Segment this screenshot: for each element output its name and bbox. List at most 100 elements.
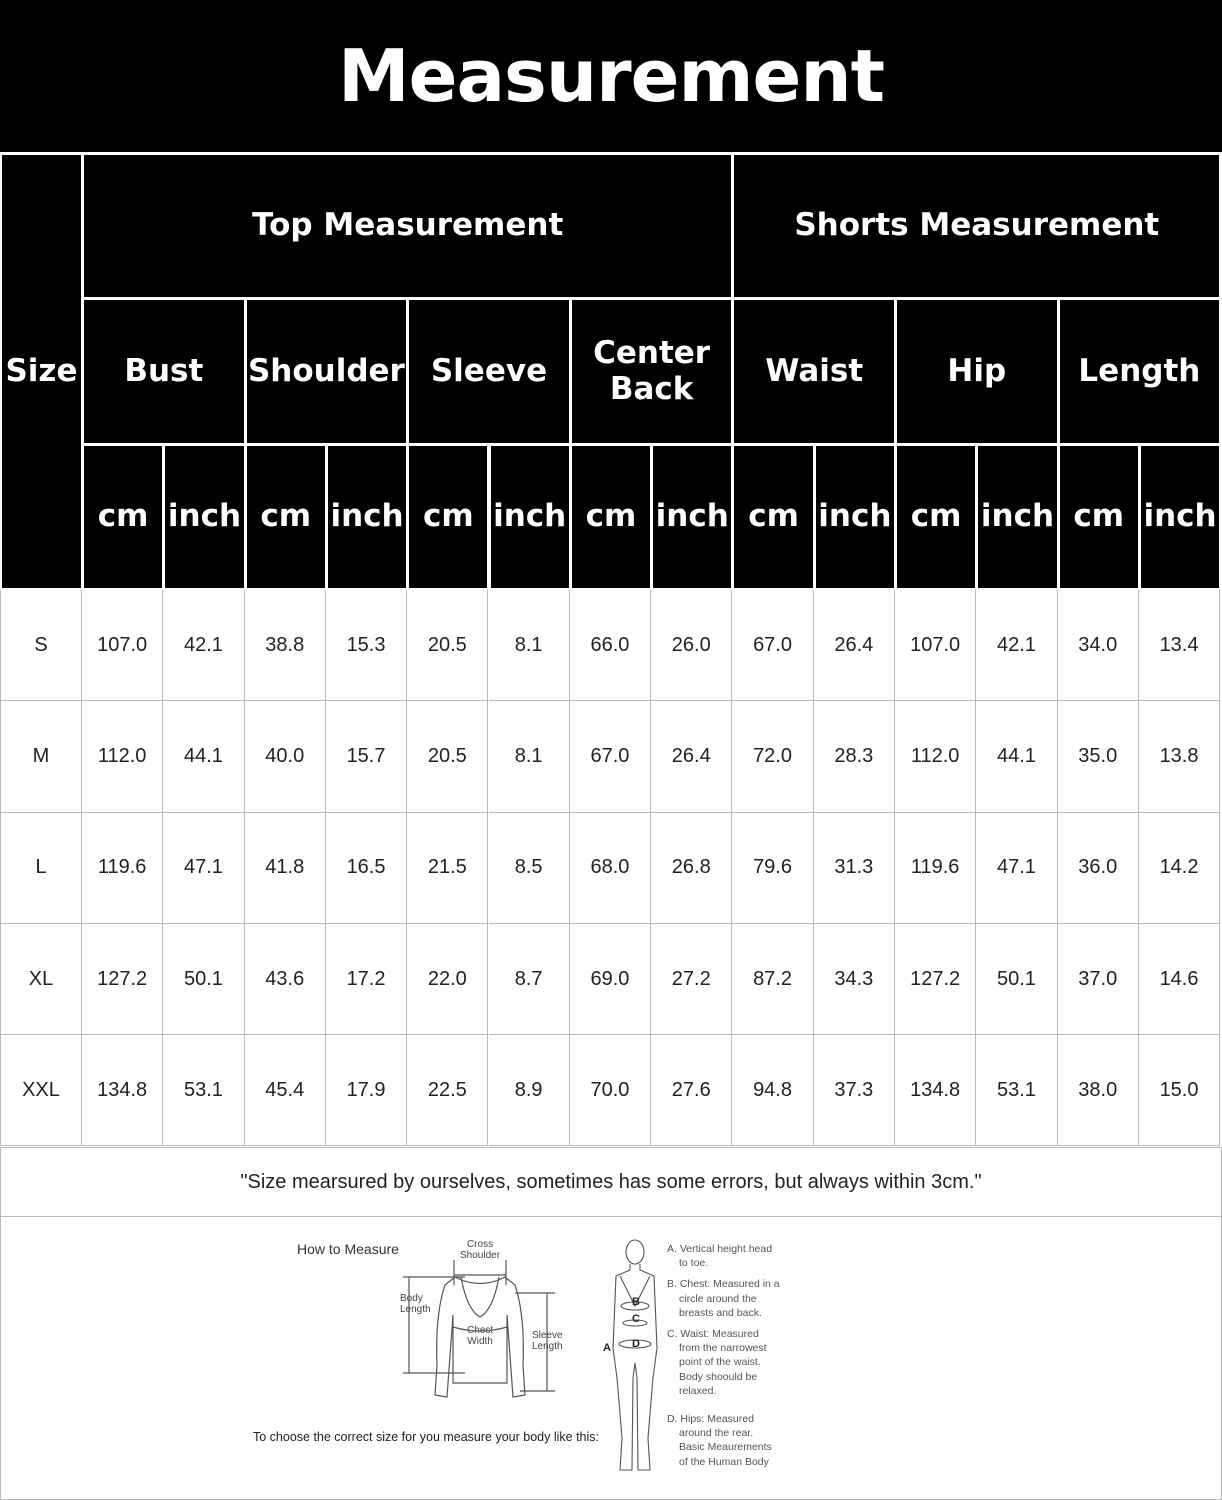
value-cell: 14.6 <box>1138 923 1221 1036</box>
value-cell: 53.1 <box>976 1035 1058 1147</box>
value-cell: 107.0 <box>895 590 977 702</box>
value-cell: 67.0 <box>569 701 652 813</box>
unit-header: cm <box>734 446 813 588</box>
value-cell: 13.8 <box>1138 701 1221 813</box>
value-cell: 134.8 <box>895 1035 977 1147</box>
value-cell: 69.0 <box>569 923 652 1036</box>
legend-line: relaxed. <box>679 1384 717 1397</box>
group-header-top: Top Measurement <box>84 155 732 297</box>
legend-item: A. Vertical height head to toe. <box>667 1242 780 1270</box>
unit-header: cm <box>84 446 163 588</box>
legend-item: D. Hips: Measured around the rear. Basic M… <box>667 1412 780 1469</box>
value-cell: 68.0 <box>569 812 652 924</box>
letter-d: D <box>632 1338 640 1350</box>
legend-line: around the rear. <box>679 1427 754 1440</box>
value-cell: 17.9 <box>325 1035 408 1147</box>
body-length-label: Body Length <box>400 1293 431 1315</box>
value-cell: 16.5 <box>325 812 408 924</box>
measure-header: Sleeve <box>409 300 569 443</box>
value-cell: 8.5 <box>488 812 570 924</box>
value-cell: 94.8 <box>732 1035 814 1147</box>
value-cell: 87.2 <box>732 923 814 1036</box>
value-cell: 42.1 <box>163 590 245 702</box>
value-cell: 127.2 <box>895 923 977 1036</box>
value-cell: 119.6 <box>895 812 977 924</box>
value-cell: 26.4 <box>651 701 733 813</box>
label-line: Shoulder <box>460 1250 501 1261</box>
letter-c: C <box>632 1313 640 1325</box>
value-cell: 22.0 <box>407 923 489 1036</box>
unit-header: cm <box>571 446 651 588</box>
size-cell: XL <box>0 923 82 1036</box>
value-cell: 53.1 <box>163 1035 245 1147</box>
size-cell: M <box>0 701 82 813</box>
size-header: Size <box>2 155 81 588</box>
label-line: Length <box>400 1304 431 1315</box>
value-cell: 72.0 <box>732 701 814 813</box>
value-cell: 31.3 <box>813 812 895 924</box>
value-cell: 119.6 <box>82 812 164 924</box>
legend-line: A. Vertical height head <box>667 1243 773 1255</box>
value-cell: 27.6 <box>651 1035 733 1147</box>
value-cell: 26.0 <box>651 590 733 702</box>
size-note: "Size mearsured by ourselves, sometimes … <box>0 1147 1222 1217</box>
legend-line: from the narrowest <box>679 1342 767 1355</box>
value-cell: 8.1 <box>488 701 570 813</box>
unit-header: cm <box>409 446 488 588</box>
label-line: Cross <box>466 1239 494 1250</box>
value-cell: 15.0 <box>1138 1035 1221 1147</box>
value-cell: 37.0 <box>1057 923 1139 1036</box>
measure-header: Bust <box>84 300 244 443</box>
measure-header: Hip <box>897 300 1057 443</box>
body-legend: A. Vertical height head to toe. B. Chest: … <box>667 1242 780 1476</box>
value-cell: 67.0 <box>732 590 814 702</box>
legend-line: circle around the <box>679 1292 757 1305</box>
value-cell: 8.1 <box>488 590 570 702</box>
value-cell: 37.3 <box>813 1035 895 1147</box>
value-cell: 27.2 <box>651 923 733 1036</box>
measure-header: Center Back <box>571 300 732 443</box>
value-cell: 79.6 <box>732 812 814 924</box>
label-line: Width <box>467 1336 493 1347</box>
page-title: Measurement <box>0 0 1222 152</box>
letter-a: A <box>603 1342 611 1354</box>
size-cell: L <box>0 812 82 924</box>
cross-shoulder-label: Cross Shoulder <box>460 1239 500 1261</box>
value-cell: 45.4 <box>244 1035 326 1147</box>
value-cell: 70.0 <box>569 1035 652 1147</box>
value-cell: 107.0 <box>82 590 164 702</box>
unit-header: cm <box>1059 446 1138 588</box>
value-cell: 50.1 <box>976 923 1058 1036</box>
value-cell: 8.7 <box>488 923 570 1036</box>
unit-header: inch <box>653 446 732 588</box>
value-cell: 8.9 <box>488 1035 570 1147</box>
letter-b: B <box>632 1296 640 1308</box>
legend-line: to toe. <box>679 1257 709 1270</box>
measure-header: Length <box>1059 300 1220 443</box>
body-diagram <box>612 1239 658 1471</box>
legend-line: of the Human Body <box>679 1455 769 1468</box>
value-cell: 34.0 <box>1057 590 1139 702</box>
value-cell: 28.3 <box>813 701 895 813</box>
legend-line: point of the waist. <box>679 1356 761 1369</box>
value-cell: 43.6 <box>244 923 326 1036</box>
value-cell: 127.2 <box>82 923 164 1036</box>
value-cell: 66.0 <box>569 590 652 702</box>
legend-item: C. Waist: Measured from the narrowest poin… <box>667 1327 780 1398</box>
unit-header: inch <box>978 446 1057 588</box>
value-cell: 35.0 <box>1057 701 1139 813</box>
unit-header: inch <box>490 446 569 588</box>
value-cell: 44.1 <box>976 701 1058 813</box>
legend-item: B. Chest: Measured in a circle around the… <box>667 1277 780 1320</box>
value-cell: 26.8 <box>651 812 733 924</box>
value-cell: 34.3 <box>813 923 895 1036</box>
value-cell: 47.1 <box>976 812 1058 924</box>
value-cell: 36.0 <box>1057 812 1139 924</box>
value-cell: 42.1 <box>976 590 1058 702</box>
measure-header: Waist <box>734 300 894 443</box>
value-cell: 26.4 <box>813 590 895 702</box>
value-cell: 20.5 <box>407 701 489 813</box>
legend-line: Body shoould be <box>679 1370 758 1383</box>
unit-header: cm <box>246 446 325 588</box>
label-line: Body <box>400 1293 423 1304</box>
